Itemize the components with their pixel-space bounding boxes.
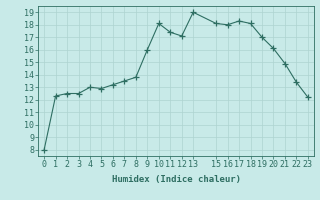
X-axis label: Humidex (Indice chaleur): Humidex (Indice chaleur) xyxy=(111,175,241,184)
